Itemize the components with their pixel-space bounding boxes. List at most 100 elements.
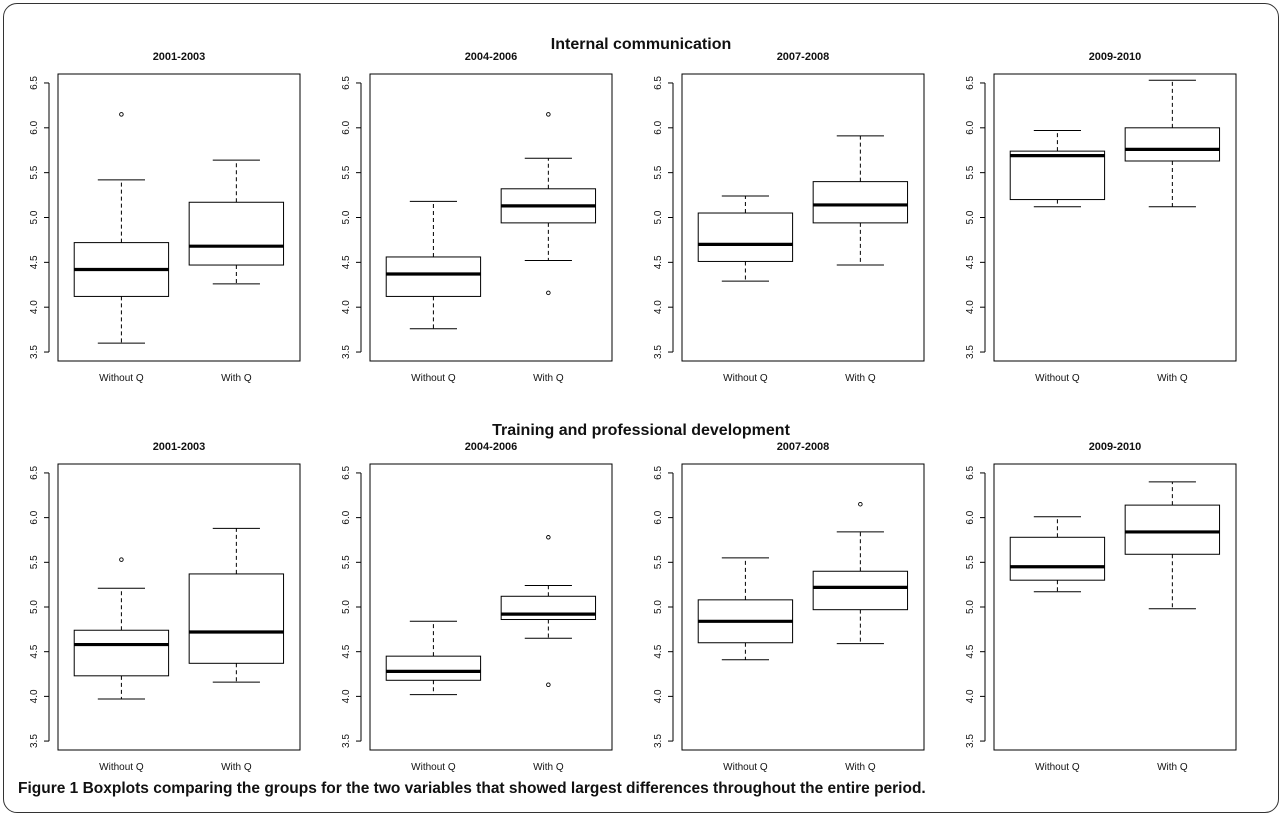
box-without-q (385, 655, 482, 681)
outlier-point-with-q (546, 112, 551, 117)
y-tick-label: 3.5 (965, 734, 976, 748)
y-tick-label: 3.5 (341, 345, 352, 359)
panel-2007-2008-tpd: 2007-2008 3.5 4.0 4.5 5.0 5.5 6.0 6.5 Without Q W… (653, 441, 925, 773)
panel-title: 2009-2010 (1089, 51, 1142, 63)
y-tick-label: 6.0 (29, 120, 40, 134)
box-with-q (1124, 504, 1221, 555)
y-tick-label: 6.5 (29, 76, 40, 90)
x-tick-label-without-q: Without Q (723, 373, 768, 384)
caption-label: Figure 1 (18, 780, 79, 797)
y-tick-label: 6.5 (965, 466, 976, 480)
plot-area (57, 463, 301, 751)
y-tick-label: 4.0 (341, 300, 352, 314)
box-without-q (73, 629, 170, 677)
outlier-point-with-q (546, 682, 551, 688)
panel-2001-2003-tpd: 2001-2003 3.5 4.0 4.5 5.0 5.5 6.0 6.5 Without Q W… (29, 441, 301, 773)
x-tick-label-with-q: With Q (533, 373, 564, 384)
y-tick-label: 5.5 (341, 165, 352, 179)
box-with-q (812, 570, 909, 611)
panel-title: 2004-2006 (465, 51, 518, 63)
x-tick-label-without-q: Without Q (99, 762, 144, 773)
panel-title: 2001-2003 (153, 441, 206, 453)
panels-group: 2001-2003 3.5 4.0 4.5 5.0 5.5 6.0 6.5 Without Q W… (29, 51, 1237, 773)
box-without-q (385, 256, 482, 297)
y-tick-label: 3.5 (29, 345, 40, 359)
y-tick-label: 4.0 (965, 689, 976, 703)
y-tick-label: 6.5 (29, 466, 40, 480)
y-tick-label: 5.5 (29, 165, 40, 179)
x-tick-label-with-q: With Q (1157, 373, 1188, 384)
y-tick-label: 4.5 (29, 255, 40, 269)
y-tick-label: 5.0 (29, 210, 40, 224)
box-with-q (812, 181, 909, 224)
y-tick-label: 5.0 (341, 600, 352, 614)
y-tick-label: 5.5 (341, 555, 352, 569)
x-tick-label-with-q: With Q (845, 762, 876, 773)
y-tick-label: 5.5 (653, 555, 664, 569)
panel-title: 2007-2008 (777, 51, 830, 63)
y-tick-label: 3.5 (341, 734, 352, 748)
plot-area (993, 463, 1237, 751)
outlier-point-with-q (858, 501, 863, 507)
panel-2001-2003-ic: 2001-2003 3.5 4.0 4.5 5.0 5.5 6.0 6.5 Without Q W… (29, 51, 301, 384)
x-tick-label-without-q: Without Q (99, 373, 144, 384)
plot-area (681, 463, 925, 751)
y-tick-label: 6.0 (341, 120, 352, 134)
y-tick-label: 5.5 (653, 165, 664, 179)
y-tick-label: 6.5 (653, 76, 664, 90)
y-tick-label: 5.5 (29, 555, 40, 569)
y-tick-label: 4.0 (965, 300, 976, 314)
box-without-q (1009, 150, 1106, 201)
outlier-point-without-q (119, 112, 124, 117)
x-tick-label-without-q: Without Q (1035, 762, 1080, 773)
y-tick-label: 6.5 (341, 76, 352, 90)
y-tick-label: 4.0 (29, 300, 40, 314)
y-tick-label: 3.5 (965, 345, 976, 359)
panel-title: 2001-2003 (153, 51, 206, 63)
outlier-point-without-q (119, 557, 124, 562)
y-tick-label: 4.5 (965, 644, 976, 658)
box-without-q (1009, 536, 1106, 581)
y-tick-label: 6.0 (653, 120, 664, 134)
y-tick-label: 3.5 (29, 734, 40, 748)
x-tick-label-with-q: With Q (221, 373, 252, 384)
y-tick-label: 6.0 (965, 120, 976, 134)
y-tick-label: 4.5 (341, 644, 352, 658)
caption-text: Boxplots comparing the groups for the tw… (82, 780, 926, 797)
outlier-point-with-q (546, 535, 551, 540)
figure-caption: Figure 1 Boxplots comparing the groups f… (18, 780, 926, 798)
panel-2009-2010-ic: 2009-2010 3.5 4.0 4.5 5.0 5.5 6.0 6.5 Without Q W… (965, 51, 1237, 384)
y-tick-label: 4.0 (29, 689, 40, 703)
x-tick-label-with-q: With Q (221, 762, 252, 773)
y-tick-label: 4.0 (653, 300, 664, 314)
y-tick-label: 6.0 (29, 510, 40, 524)
x-tick-label-without-q: Without Q (411, 762, 456, 773)
y-tick-label: 4.5 (653, 255, 664, 269)
x-tick-label-with-q: With Q (533, 762, 564, 773)
y-tick-label: 4.5 (341, 255, 352, 269)
y-tick-label: 5.0 (341, 210, 352, 224)
plot-area (681, 73, 925, 362)
panel-2004-2006-tpd: 2004-2006 3.5 4.0 4.5 5.0 5.5 6.0 6.5 Without Q W… (341, 441, 613, 773)
x-tick-label-without-q: Without Q (1035, 373, 1080, 384)
outlier-point-with-q (546, 290, 551, 296)
y-tick-label: 5.0 (965, 210, 976, 224)
y-tick-label: 4.0 (653, 689, 664, 703)
y-tick-label: 6.5 (341, 466, 352, 480)
y-tick-label: 5.5 (965, 555, 976, 569)
panel-title: 2004-2006 (465, 441, 518, 453)
y-tick-label: 6.0 (653, 510, 664, 524)
box-with-q (188, 201, 285, 266)
panel-2009-2010-tpd: 2009-2010 3.5 4.0 4.5 5.0 5.5 6.0 6.5 Without Q W… (965, 441, 1237, 773)
y-tick-label: 6.5 (653, 466, 664, 480)
y-tick-label: 6.5 (965, 76, 976, 90)
x-tick-label-with-q: With Q (845, 373, 876, 384)
panel-title: 2009-2010 (1089, 441, 1142, 453)
y-tick-label: 4.5 (965, 255, 976, 269)
box-with-q (188, 573, 285, 664)
y-tick-label: 3.5 (653, 345, 664, 359)
box-with-q (500, 595, 597, 621)
y-tick-label: 4.5 (653, 644, 664, 658)
panel-title: 2007-2008 (777, 441, 830, 453)
